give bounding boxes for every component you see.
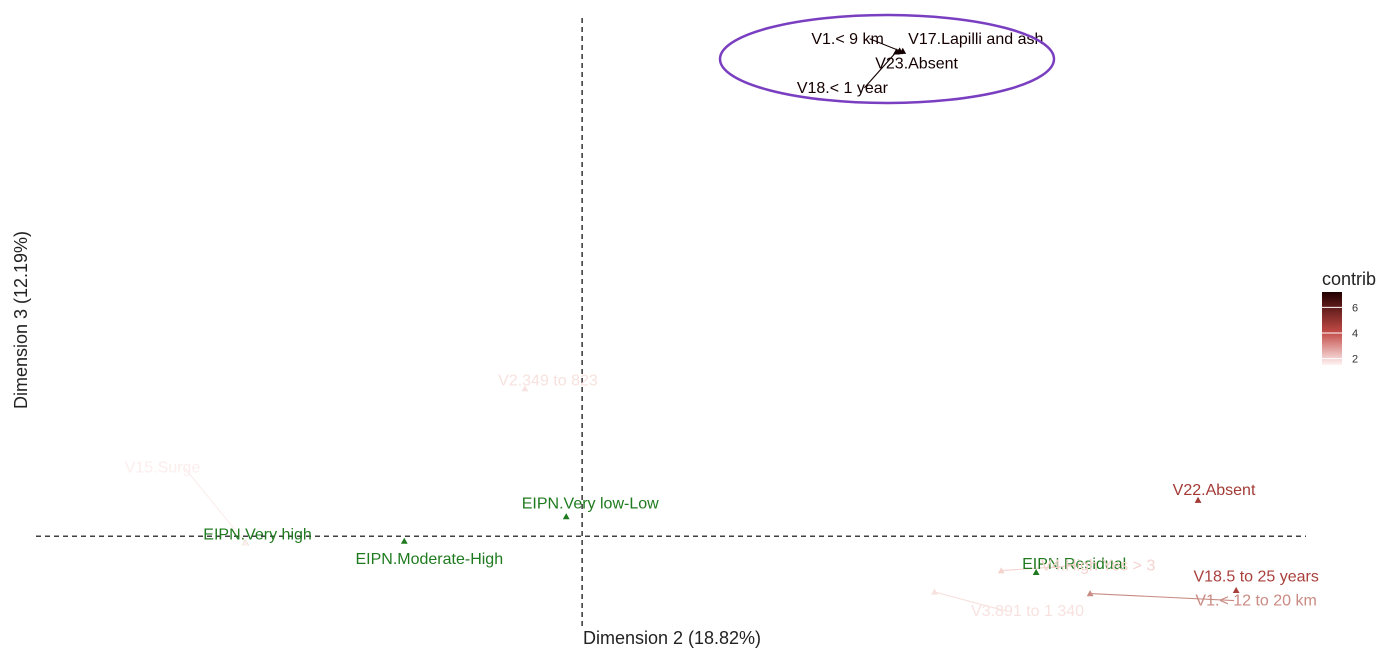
point-label-v23-absent: V23.Absent <box>875 55 958 72</box>
point-marker-v15-surge <box>242 539 249 546</box>
connector-v1-9-km <box>869 38 900 52</box>
point-label-v1-12-to-20-km: V1.< 12 to 20 km <box>1195 593 1316 610</box>
point-label-v4-high-yes-3: V4.High Yes > 3 <box>1041 558 1155 575</box>
legend-tick-label: 2 <box>1352 354 1358 366</box>
connector-v18-1-year <box>864 51 897 89</box>
point-label-v1-9-km: V1.< 9 km <box>811 31 883 48</box>
highlight-ellipse <box>718 13 1056 105</box>
point-marker-v2-349-to-823 <box>521 385 529 392</box>
point-marker-v1-12-to-20-km <box>1086 590 1094 597</box>
point-marker-v18-1-year <box>893 48 900 55</box>
point-label-v22-absent: V22.Absent <box>1173 482 1256 499</box>
point-label-v15-surge: V15.Surge <box>125 460 201 477</box>
connector-v1-12-to-20-km <box>1090 593 1235 602</box>
legend-ticks: 6 4 2 <box>1322 302 1358 366</box>
point-labels: EIPN.Very high EIPN.Moderate-High EIPN.Ver… <box>125 31 1319 620</box>
point-marker-v18-5-to-25-years <box>1232 586 1240 594</box>
point-markers <box>242 47 1240 597</box>
y-axis-label: Dimension 3 (12.19%) <box>11 231 31 409</box>
legend-colorbar <box>1322 292 1342 365</box>
point-label-v18-5-to-25-years: V18.5 to 25 years <box>1193 568 1318 585</box>
x-axis-label: Dimension 2 (18.82%) <box>583 628 761 648</box>
point-label-eipn-very-high: EIPN.Very high <box>203 527 312 544</box>
point-marker-v3-891-to-1-340 <box>931 588 938 595</box>
connector-v3-891-to-1-340 <box>934 591 1006 612</box>
point-marker-eipn-very-low-low <box>562 513 570 520</box>
reference-lines <box>36 18 1306 628</box>
point-label-v2-349-to-823: V2.349 to 823 <box>498 373 598 390</box>
point-label-v3-891-to-1-340: V3.891 to 1 340 <box>971 603 1084 620</box>
point-marker-v22-absent <box>1194 496 1202 503</box>
point-marker-eipn-moderate-high <box>400 537 408 544</box>
point-label-v17-lapilli-and-ash: V17.Lapilli and ash <box>908 31 1043 48</box>
point-marker-v4-high-yes-3 <box>997 567 1005 574</box>
point-label-eipn-residual: EIPN.Residual <box>1022 556 1126 573</box>
point-marker-eipn-residual <box>1032 568 1040 575</box>
contrib-legend: contrib 6 4 2 <box>1322 269 1376 366</box>
connector-v15-surge <box>184 467 246 544</box>
point-label-eipn-very-low-low: EIPN.Very low-Low <box>522 495 659 512</box>
label-connectors <box>184 38 1235 612</box>
connector-v4-high-yes-3 <box>1001 565 1077 572</box>
legend-title: contrib <box>1322 269 1376 289</box>
point-label-v18-1-year: V18.< 1 year <box>797 80 889 97</box>
point-label-eipn-moderate-high: EIPN.Moderate-High <box>355 551 503 568</box>
legend-tick-label: 6 <box>1352 302 1358 314</box>
legend-tick-label: 4 <box>1352 328 1358 340</box>
